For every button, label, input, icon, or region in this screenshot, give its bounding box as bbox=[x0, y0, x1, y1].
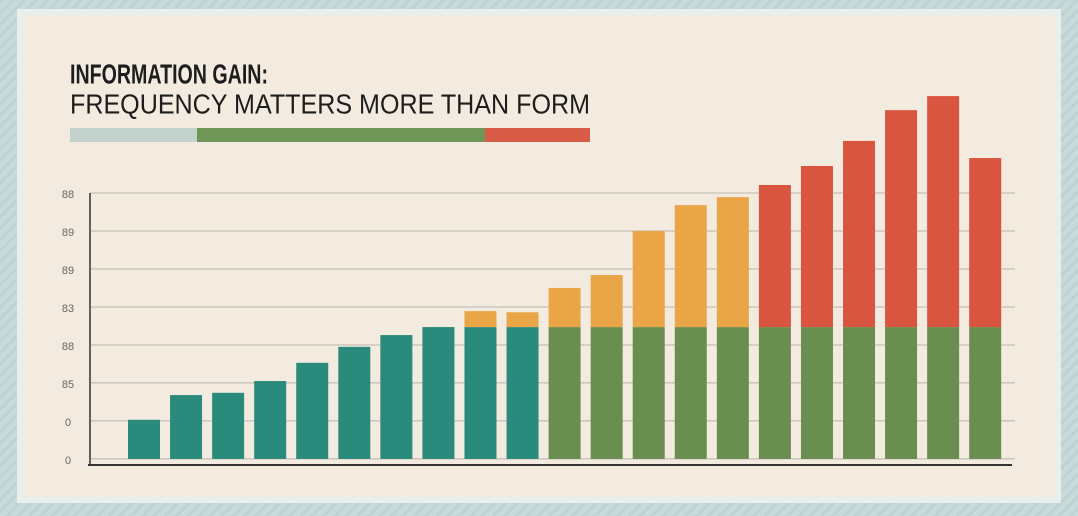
bar-segment bbox=[590, 275, 623, 328]
chart-title: INFORMATION GAIN: bbox=[70, 58, 268, 89]
bar-segment bbox=[506, 327, 539, 459]
bar-segment bbox=[758, 327, 791, 459]
bar-segment bbox=[422, 327, 455, 459]
title-rule bbox=[485, 128, 590, 142]
bar-segment bbox=[716, 327, 749, 459]
bar-segment bbox=[632, 230, 665, 328]
y-tick-label: 0 bbox=[65, 417, 71, 429]
bar-segment bbox=[632, 327, 665, 459]
title-rule bbox=[70, 128, 197, 142]
bar-segment bbox=[212, 392, 245, 459]
bar-segment bbox=[338, 346, 371, 459]
bar-segment bbox=[885, 110, 918, 328]
bar-segment bbox=[843, 140, 876, 328]
bar-segment bbox=[800, 327, 833, 459]
bar-segment bbox=[674, 327, 707, 459]
y-tick-label: 85 bbox=[62, 379, 74, 391]
bar-segment bbox=[969, 158, 1002, 328]
bar-segment bbox=[843, 327, 876, 459]
bar-segment bbox=[464, 311, 497, 328]
bar-segment bbox=[170, 395, 203, 459]
bar-segment bbox=[548, 287, 581, 328]
chart-subtitle: FREQUENCY MATTERS MORE THAN FORM bbox=[70, 88, 590, 119]
bar-segment bbox=[128, 419, 160, 459]
bar-segment bbox=[590, 327, 623, 459]
y-tick-label: 88 bbox=[62, 341, 74, 353]
bar-segment bbox=[927, 96, 960, 328]
bar-segment bbox=[296, 362, 329, 459]
bar-segment bbox=[758, 184, 791, 328]
bar-segment bbox=[927, 327, 960, 459]
bar-segment bbox=[885, 327, 918, 459]
y-tick-label: 0 bbox=[65, 455, 71, 467]
bar-segment bbox=[380, 335, 413, 459]
bar-segment bbox=[674, 205, 707, 328]
bar-segment bbox=[464, 327, 497, 459]
y-tick-label: 88 bbox=[62, 189, 74, 201]
bar-segment bbox=[506, 312, 539, 328]
bar-segment bbox=[800, 166, 833, 328]
y-tick-label: 89 bbox=[62, 265, 74, 277]
bar-segment bbox=[254, 381, 287, 459]
bar-segment bbox=[548, 327, 581, 459]
y-tick-label: 89 bbox=[62, 227, 74, 239]
title-rule bbox=[197, 128, 485, 142]
bar-segment bbox=[969, 327, 1002, 459]
bar-segment bbox=[716, 197, 749, 328]
y-tick-label: 83 bbox=[62, 303, 74, 315]
